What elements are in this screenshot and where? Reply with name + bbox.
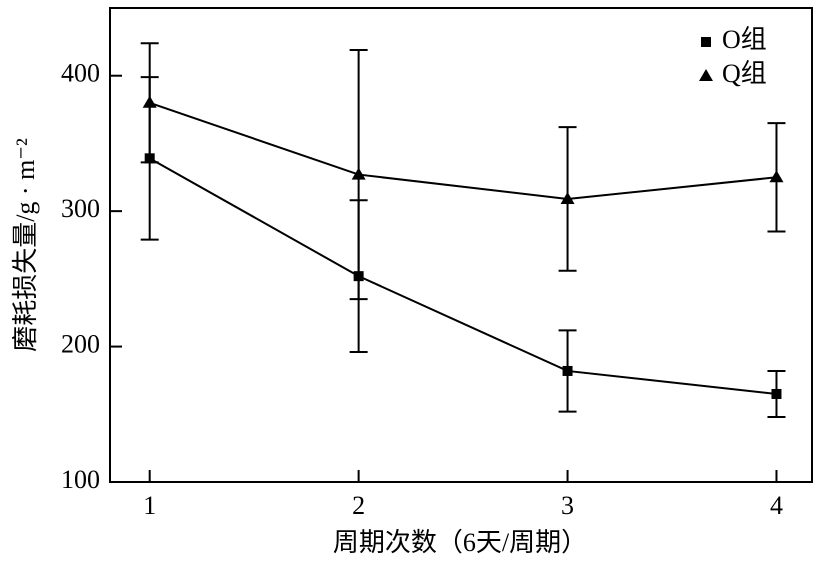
x-tick-label: 3 (561, 491, 574, 520)
x-tick-label: 1 (143, 491, 156, 520)
x-axis-label: 周期次数（6天/周期） (333, 528, 587, 557)
y-tick-label: 200 (61, 330, 100, 359)
marker (769, 170, 784, 183)
legend-marker (699, 69, 713, 81)
marker (560, 191, 575, 204)
marker (771, 388, 782, 399)
plot-frame (109, 7, 813, 483)
series-line (149, 157, 777, 395)
y-axis-label: 磨耗损失量/g · m⁻² (11, 138, 40, 352)
legend-label: Q组 (722, 59, 767, 88)
x-tick-label: 4 (770, 491, 783, 520)
legend-marker (701, 37, 711, 47)
y-tick-label: 100 (61, 465, 100, 494)
x-tick-label: 2 (352, 491, 365, 520)
marker (142, 95, 157, 108)
marker (562, 365, 573, 376)
y-tick-label: 300 (61, 194, 100, 223)
marker (351, 167, 366, 180)
series-line (149, 101, 777, 200)
y-tick-label: 400 (61, 59, 100, 88)
legend-label: O组 (722, 25, 767, 54)
